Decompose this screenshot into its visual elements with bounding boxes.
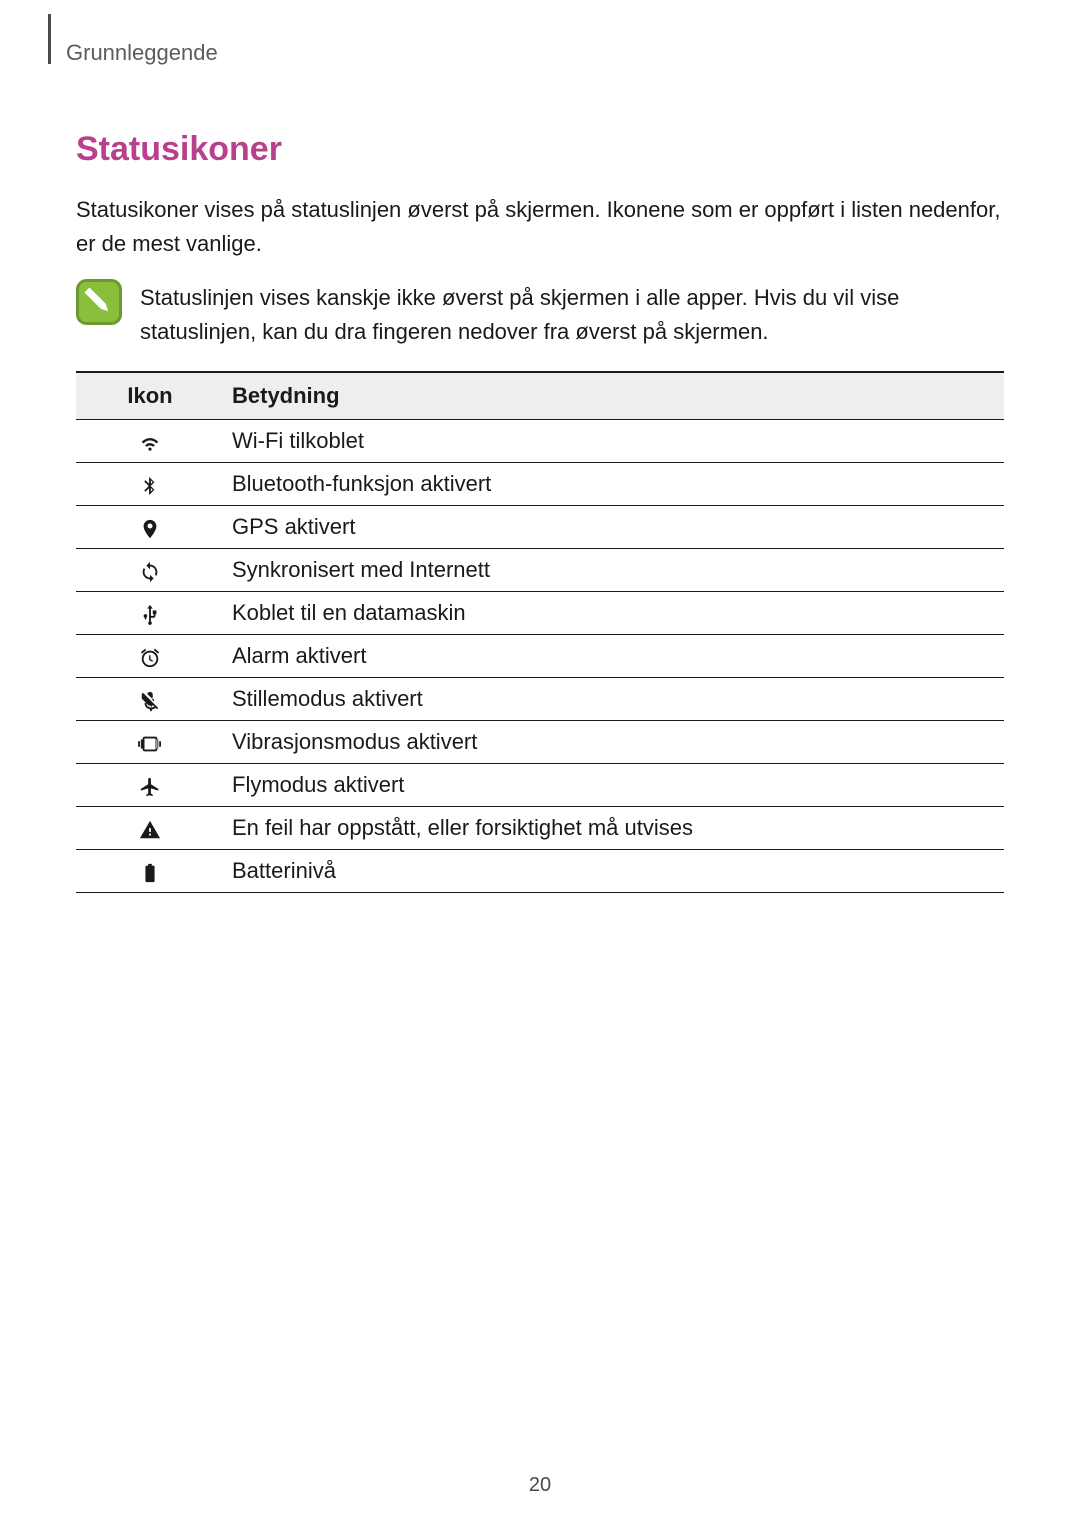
cell-meaning: Alarm aktivert [224, 635, 1004, 678]
bluetooth-icon [76, 463, 224, 506]
cell-meaning: Bluetooth-funksjon aktivert [224, 463, 1004, 506]
cell-meaning: Synkronisert med Internett [224, 549, 1004, 592]
usb-icon [76, 592, 224, 635]
battery-icon [76, 850, 224, 893]
icon-table: Ikon Betydning Wi-Fi tilkoblet Bluetooth… [76, 371, 1004, 893]
sync-icon [76, 549, 224, 592]
note-block: Statuslinjen vises kanskje ikke øverst p… [76, 279, 1004, 349]
table-row: Synkronisert med Internett [76, 549, 1004, 592]
col-header-meaning: Betydning [224, 372, 1004, 420]
wifi-icon [76, 420, 224, 463]
table-row: Stillemodus aktivert [76, 678, 1004, 721]
col-header-icon: Ikon [76, 372, 224, 420]
cell-meaning: En feil har oppstått, eller forsiktighet… [224, 807, 1004, 850]
table-row: Batterinivå [76, 850, 1004, 893]
page-number: 20 [0, 1474, 1080, 1497]
cell-meaning: GPS aktivert [224, 506, 1004, 549]
airplane-icon [76, 764, 224, 807]
cell-meaning: Flymodus aktivert [224, 764, 1004, 807]
table-row: Flymodus aktivert [76, 764, 1004, 807]
section-title: Statusikoner [76, 130, 1004, 169]
table-header-row: Ikon Betydning [76, 372, 1004, 420]
page: Grunnleggende Statusikoner Statusikoner … [0, 0, 1080, 1527]
cell-meaning: Koblet til en datamaskin [224, 592, 1004, 635]
table-row: Alarm aktivert [76, 635, 1004, 678]
note-text: Statuslinjen vises kanskje ikke øverst p… [140, 279, 1004, 349]
mute-icon [76, 678, 224, 721]
alarm-icon [76, 635, 224, 678]
gps-icon [76, 506, 224, 549]
table-row: Bluetooth-funksjon aktivert [76, 463, 1004, 506]
header-rule [48, 14, 51, 64]
table-row: Wi-Fi tilkoblet [76, 420, 1004, 463]
breadcrumb: Grunnleggende [66, 40, 1004, 66]
table-row: En feil har oppstått, eller forsiktighet… [76, 807, 1004, 850]
table-row: Vibrasjonsmodus aktivert [76, 721, 1004, 764]
note-icon [76, 279, 122, 325]
cell-meaning: Stillemodus aktivert [224, 678, 1004, 721]
section-intro: Statusikoner vises på statuslinjen øvers… [76, 193, 1004, 261]
table-row: Koblet til en datamaskin [76, 592, 1004, 635]
warning-icon [76, 807, 224, 850]
cell-meaning: Wi-Fi tilkoblet [224, 420, 1004, 463]
cell-meaning: Vibrasjonsmodus aktivert [224, 721, 1004, 764]
cell-meaning: Batterinivå [224, 850, 1004, 893]
table-row: GPS aktivert [76, 506, 1004, 549]
vibrate-icon [76, 721, 224, 764]
